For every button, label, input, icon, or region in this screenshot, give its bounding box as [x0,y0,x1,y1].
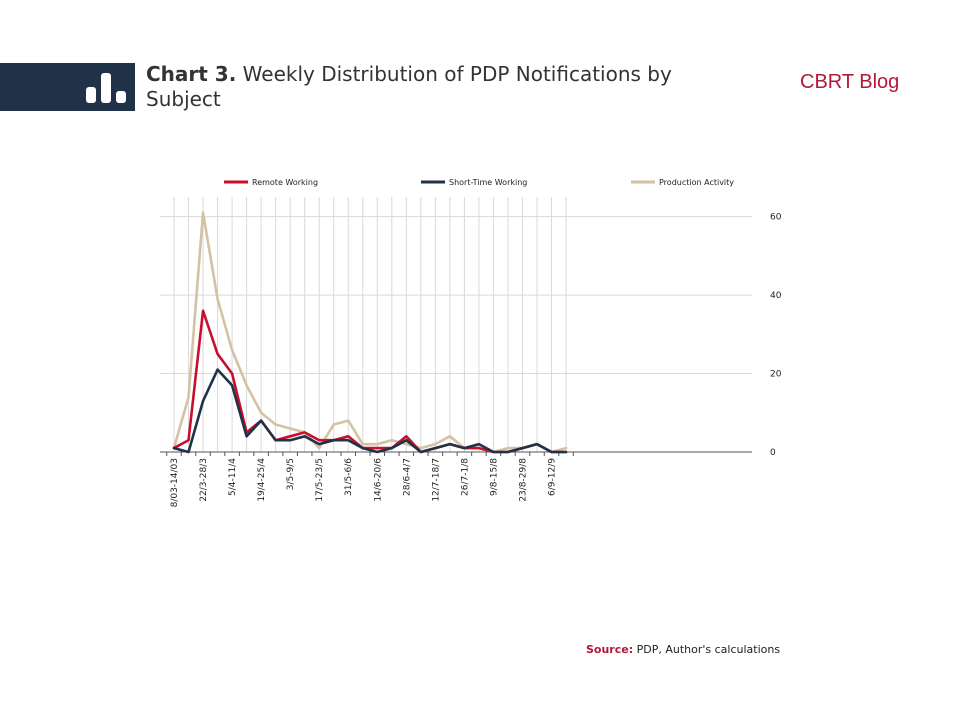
x-tick-label: 31/5-6/6 [344,458,354,496]
header-band [0,63,135,111]
series-line-production-activity [172,211,568,454]
y-tick-label: 0 [770,448,776,458]
chart-title-text: Weekly Distribution of PDP Notifications… [146,62,672,111]
source-text: PDP, Author's calculations [633,643,781,656]
legend-label: Production Activity [659,178,734,187]
series-line-short-time-working [172,368,568,454]
source-note: Source: PDP, Author's calculations [586,643,780,656]
x-tick-label: 3/5-9/5 [286,458,296,490]
y-tick-label: 40 [770,291,782,301]
x-tick-label: 12/7-18/7 [431,458,441,502]
chart-title-number: Chart 3. [146,62,237,86]
chart-title: Chart 3. Weekly Distribution of PDP Noti… [146,62,706,112]
legend-label: Remote Working [252,178,318,187]
x-tick-label: 8/03-14/03 [170,458,180,507]
x-tick-label: 17/5-23/5 [315,458,325,502]
x-tick-label: 23/8-29/8 [518,458,528,502]
x-tick-label: 5/4-11/4 [228,458,238,496]
x-tick-label: 6/9-12/9 [548,458,558,496]
legend-label: Short-Time Working [449,178,527,187]
x-tick-label: 14/6-20/6 [373,458,383,502]
x-tick-label: 9/8-15/8 [489,458,499,496]
x-tick-label: 28/6-4/7 [402,458,412,496]
x-tick-label: 26/7-1/8 [460,458,470,496]
x-tick-label: 22/3-28/3 [199,458,209,502]
y-tick-label: 60 [770,213,782,223]
brand-label: CBRT Blog [800,71,900,93]
bar-chart-icon [86,73,126,103]
y-tick-label: 20 [770,370,782,380]
series-line-remote-working [172,309,568,454]
x-tick-label: 19/4-25/4 [257,458,267,502]
source-label: Source: [586,643,634,656]
